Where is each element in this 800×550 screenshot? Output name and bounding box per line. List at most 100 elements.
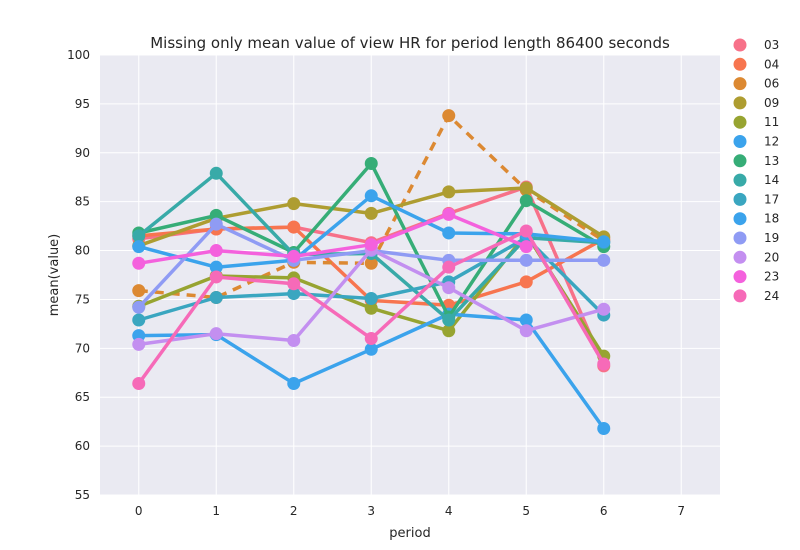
legend-marker (733, 250, 747, 264)
series-layer (132, 109, 611, 436)
legend-label: 06 (764, 77, 779, 91)
data-point-20 (442, 281, 456, 295)
x-tick-labels: 0 1 2 3 4 5 6 7 (135, 504, 685, 518)
legend-item-20: 20 (733, 250, 779, 264)
data-point-23 (364, 238, 378, 252)
data-point-09 (519, 181, 533, 195)
data-point-20 (519, 324, 533, 338)
data-point-04 (287, 220, 301, 234)
data-point-17 (209, 290, 223, 304)
legend-item-09: 09 (733, 96, 779, 110)
data-point-13 (364, 157, 378, 171)
data-point-23 (132, 256, 146, 270)
y-axis-label: mean(value) (47, 234, 62, 317)
data-point-18 (132, 240, 146, 254)
legend-label: 18 (764, 212, 779, 226)
data-point-20 (132, 337, 146, 351)
data-point-23 (209, 244, 223, 258)
data-point-12 (597, 422, 611, 436)
data-point-19 (209, 217, 223, 231)
data-point-06 (442, 109, 456, 123)
x-tick-label: 6 (600, 504, 608, 518)
x-axis-label: period (389, 526, 430, 541)
data-point-24 (519, 224, 533, 238)
data-point-14 (442, 313, 456, 327)
legend-item-19: 19 (733, 231, 779, 245)
legend-item-14: 14 (733, 173, 779, 187)
data-point-18 (209, 260, 223, 274)
series-line-23 (137, 212, 529, 266)
legend-marker (733, 115, 747, 129)
data-point-11 (364, 301, 378, 315)
legend-item-11: 11 (733, 115, 779, 129)
data-point-06 (364, 256, 378, 270)
y-tick-label: 80 (75, 244, 90, 258)
x-tick-label: 4 (445, 504, 453, 518)
y-tick-labels: 55 60 65 70 75 80 85 90 95 100 (67, 48, 90, 502)
legend-marker (733, 38, 747, 52)
legend-marker (733, 231, 747, 245)
legend-marker (733, 154, 747, 168)
y-tick-label: 90 (75, 146, 90, 160)
legend-label: 11 (764, 115, 779, 129)
legend-marker (733, 192, 747, 206)
legend-label: 23 (764, 270, 779, 284)
y-tick-label: 60 (75, 439, 90, 453)
legend-label: 14 (764, 173, 779, 187)
legend-item-23: 23 (733, 270, 779, 284)
data-point-06 (132, 284, 146, 298)
data-point-12 (519, 313, 533, 327)
legend-item-24: 24 (733, 289, 779, 303)
data-point-20 (287, 334, 301, 348)
legend-marker (733, 77, 747, 91)
legend-marker (733, 173, 747, 187)
data-point-23 (442, 207, 456, 221)
data-point-09 (442, 185, 456, 199)
legend: 03 04 06 09 11 12 13 14 17 18 19 20 23 24 (733, 38, 779, 303)
series-23 (132, 207, 533, 270)
data-point-24 (209, 270, 223, 284)
data-point-04 (519, 275, 533, 289)
data-point-24 (597, 357, 611, 371)
y-tick-label: 65 (75, 390, 90, 404)
legend-label: 03 (764, 38, 779, 52)
y-tick-label: 100 (67, 48, 90, 62)
data-point-14 (209, 166, 223, 180)
legend-label: 20 (764, 250, 779, 264)
data-point-24 (442, 260, 456, 274)
data-point-17 (287, 287, 301, 301)
data-point-12 (364, 342, 378, 356)
x-tick-label: 1 (212, 504, 220, 518)
legend-marker (733, 212, 747, 226)
legend-label: 17 (764, 192, 779, 206)
y-tick-label: 75 (75, 292, 90, 306)
data-point-24 (364, 332, 378, 346)
data-point-19 (519, 253, 533, 267)
legend-label: 24 (764, 289, 779, 303)
data-point-17 (132, 313, 146, 327)
data-point-18 (364, 189, 378, 203)
legend-label: 09 (764, 96, 779, 110)
legend-marker (733, 57, 747, 71)
legend-item-12: 12 (733, 135, 779, 149)
legend-item-13: 13 (733, 154, 779, 168)
legend-item-17: 17 (733, 192, 779, 206)
legend-label: 04 (764, 57, 779, 71)
data-point-13 (519, 194, 533, 208)
series-24 (132, 224, 611, 391)
chart-title: Missing only mean value of view HR for p… (150, 34, 670, 52)
data-point-20 (209, 327, 223, 341)
legend-label: 19 (764, 231, 779, 245)
legend-marker (733, 270, 747, 284)
legend-item-06: 06 (733, 77, 779, 91)
y-tick-label: 85 (75, 195, 90, 209)
plot-background (100, 55, 720, 495)
x-tick-label: 2 (290, 504, 298, 518)
data-point-23 (287, 249, 301, 263)
data-point-19 (597, 253, 611, 267)
data-point-09 (364, 206, 378, 220)
data-point-17 (364, 291, 378, 305)
data-point-18 (442, 226, 456, 240)
legend-item-04: 04 (733, 57, 779, 71)
